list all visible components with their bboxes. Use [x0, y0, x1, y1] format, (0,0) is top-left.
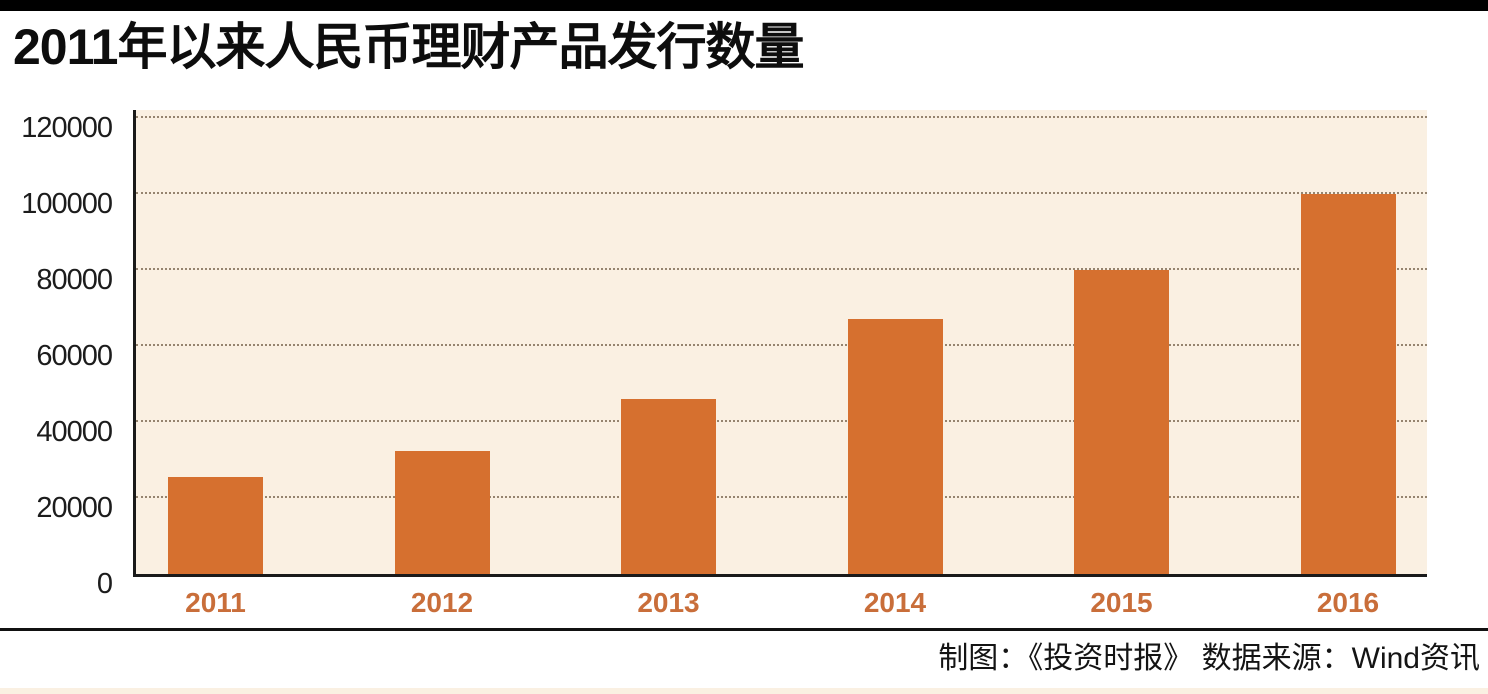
bar-2015: [1074, 270, 1169, 574]
grid-line: [136, 344, 1427, 346]
y-tick-label: 120000: [21, 112, 113, 144]
y-tick-label: 80000: [36, 264, 113, 296]
top-accent-bar: [0, 0, 1488, 11]
source-credit: 制图：《投资时报》 数据来源：Wind资讯: [938, 642, 1480, 675]
x-axis-labels: 2011 2012 2013 2014 2015 2016: [136, 588, 1427, 628]
x-tick-label: 2012: [410, 587, 474, 618]
bar-2014: [847, 319, 943, 574]
chart-title: 2011年以来人民币理财产品发行数量: [13, 19, 804, 75]
plot-area: [133, 110, 1427, 577]
bar-2011: [168, 477, 263, 574]
y-axis-labels: 0 20000 40000 60000 80000 100000 120000: [0, 110, 113, 630]
x-tick-label: 2015: [1090, 587, 1153, 618]
divider-line: [0, 628, 1488, 631]
bar-2016: [1300, 194, 1396, 574]
y-tick-label: 60000: [36, 340, 113, 372]
x-tick-label: 2013: [637, 587, 700, 618]
grid-line: [136, 116, 1427, 118]
grid-line: [136, 420, 1427, 422]
grid-line: [136, 192, 1427, 194]
x-tick-label: 2014: [863, 587, 927, 618]
bar-chart: 0 20000 40000 60000 80000 100000 120000 2011 20…: [0, 110, 1488, 630]
y-tick-label: 40000: [36, 416, 113, 448]
bar-2013: [621, 399, 716, 574]
y-tick-label: 20000: [36, 492, 113, 524]
x-tick-label: 2016: [1316, 587, 1380, 618]
grid-line: [136, 268, 1427, 270]
grid-line: [136, 496, 1427, 498]
x-tick-label: 2011: [185, 587, 246, 618]
bar-2012: [394, 450, 490, 574]
bottom-accent-strip: [0, 688, 1488, 694]
y-tick-label: 100000: [21, 188, 113, 220]
y-tick-label: 0: [96, 568, 113, 600]
